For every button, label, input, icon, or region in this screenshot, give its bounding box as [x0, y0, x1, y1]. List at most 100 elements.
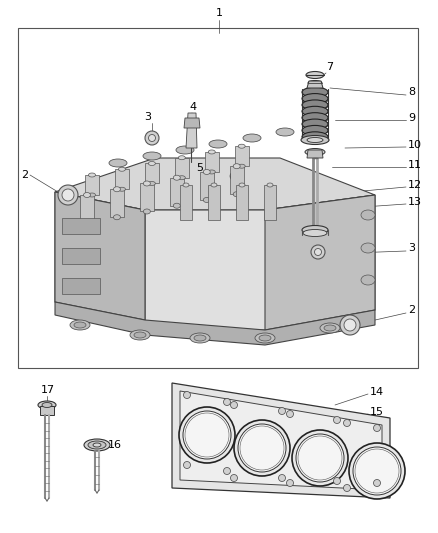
- Circle shape: [286, 480, 293, 487]
- Ellipse shape: [239, 183, 245, 187]
- Ellipse shape: [324, 325, 336, 331]
- Circle shape: [230, 474, 237, 481]
- Polygon shape: [235, 146, 249, 166]
- Polygon shape: [302, 128, 328, 133]
- Text: 3: 3: [408, 243, 415, 253]
- Ellipse shape: [88, 441, 106, 449]
- Ellipse shape: [255, 333, 275, 343]
- Ellipse shape: [143, 152, 161, 160]
- Ellipse shape: [148, 181, 155, 185]
- Circle shape: [333, 416, 340, 424]
- Text: 12: 12: [408, 180, 422, 190]
- Ellipse shape: [42, 402, 52, 408]
- Polygon shape: [302, 135, 328, 140]
- Polygon shape: [55, 192, 145, 320]
- Circle shape: [184, 462, 191, 469]
- Circle shape: [62, 189, 74, 201]
- Ellipse shape: [306, 71, 324, 78]
- Ellipse shape: [211, 183, 217, 187]
- Polygon shape: [170, 177, 184, 206]
- Polygon shape: [184, 118, 200, 128]
- Circle shape: [179, 407, 235, 463]
- Ellipse shape: [243, 134, 261, 142]
- Polygon shape: [85, 175, 99, 195]
- Ellipse shape: [308, 80, 322, 85]
- Ellipse shape: [361, 210, 375, 220]
- Text: 9: 9: [408, 113, 415, 123]
- Ellipse shape: [301, 135, 329, 144]
- Ellipse shape: [178, 156, 185, 160]
- Ellipse shape: [113, 215, 120, 220]
- Ellipse shape: [276, 128, 294, 136]
- Ellipse shape: [130, 330, 150, 340]
- Circle shape: [353, 447, 401, 495]
- Polygon shape: [302, 96, 328, 102]
- Polygon shape: [172, 383, 390, 498]
- Ellipse shape: [118, 167, 125, 171]
- Text: 2: 2: [21, 170, 28, 180]
- Polygon shape: [62, 278, 100, 294]
- Polygon shape: [302, 103, 328, 108]
- Text: 4: 4: [190, 102, 197, 112]
- Circle shape: [279, 408, 286, 415]
- Ellipse shape: [238, 144, 245, 148]
- Ellipse shape: [302, 225, 328, 235]
- Ellipse shape: [173, 175, 180, 180]
- Text: 6: 6: [228, 172, 235, 182]
- Ellipse shape: [302, 100, 328, 110]
- Circle shape: [223, 467, 230, 474]
- Circle shape: [349, 443, 405, 499]
- Circle shape: [343, 484, 350, 491]
- Ellipse shape: [74, 322, 86, 328]
- Polygon shape: [175, 158, 189, 177]
- Circle shape: [344, 319, 356, 331]
- Polygon shape: [208, 185, 220, 220]
- Ellipse shape: [38, 401, 56, 409]
- Ellipse shape: [118, 187, 125, 191]
- Ellipse shape: [88, 193, 95, 197]
- Circle shape: [234, 420, 290, 476]
- Ellipse shape: [84, 221, 91, 225]
- Ellipse shape: [113, 187, 120, 192]
- Text: 11: 11: [408, 160, 422, 170]
- Polygon shape: [55, 192, 145, 320]
- Polygon shape: [236, 185, 248, 220]
- Ellipse shape: [302, 87, 328, 97]
- Ellipse shape: [178, 176, 185, 180]
- Circle shape: [340, 315, 360, 335]
- Ellipse shape: [233, 164, 240, 169]
- Circle shape: [374, 480, 381, 487]
- Polygon shape: [307, 150, 323, 158]
- Text: 17: 17: [41, 385, 55, 395]
- Ellipse shape: [109, 159, 127, 167]
- Ellipse shape: [303, 230, 327, 237]
- Polygon shape: [145, 195, 375, 330]
- Text: 1: 1: [215, 8, 223, 18]
- Ellipse shape: [302, 94, 328, 103]
- Text: 3: 3: [145, 112, 152, 122]
- Circle shape: [374, 424, 381, 432]
- Circle shape: [279, 474, 286, 481]
- Polygon shape: [55, 302, 375, 345]
- Polygon shape: [62, 218, 100, 234]
- Ellipse shape: [209, 140, 227, 148]
- Polygon shape: [110, 189, 124, 217]
- Circle shape: [311, 245, 325, 259]
- Polygon shape: [205, 152, 219, 172]
- Polygon shape: [200, 172, 214, 200]
- Ellipse shape: [208, 150, 215, 154]
- Text: 15: 15: [370, 407, 384, 417]
- Circle shape: [314, 248, 321, 255]
- Polygon shape: [302, 122, 328, 127]
- Circle shape: [343, 419, 350, 426]
- Polygon shape: [265, 195, 375, 330]
- Circle shape: [148, 134, 155, 141]
- Bar: [18, 28, 418, 368]
- Ellipse shape: [183, 183, 189, 187]
- Circle shape: [145, 131, 159, 145]
- Polygon shape: [55, 158, 375, 210]
- Ellipse shape: [143, 209, 150, 214]
- Polygon shape: [145, 164, 159, 183]
- Ellipse shape: [93, 443, 101, 447]
- Ellipse shape: [361, 275, 375, 285]
